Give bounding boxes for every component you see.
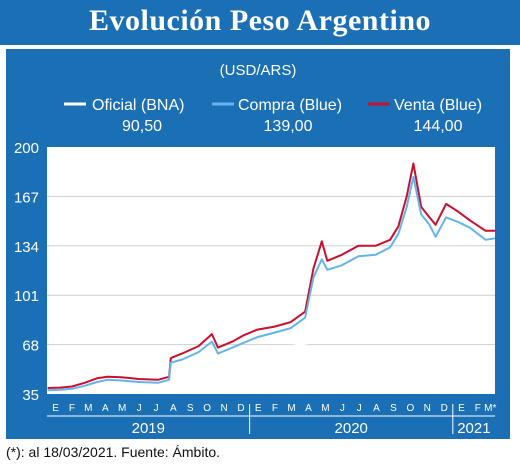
legend: Oficial (BNA) 90,50 Compra (Blue) 139,00 Ven… xyxy=(64,97,482,135)
series-line-oficial xyxy=(47,309,496,391)
x-month-label: D xyxy=(441,403,448,414)
y-tick-label: 167 xyxy=(14,189,39,206)
x-year-label: 2019 xyxy=(132,420,165,437)
x-month-label: M xyxy=(287,403,295,414)
x-month-label: A xyxy=(102,403,109,414)
y-tick-label: 134 xyxy=(14,239,39,256)
chart-title: Evolución Peso Argentino xyxy=(88,4,431,37)
x-month-label: M xyxy=(118,403,126,414)
unit-label: (USD/ARS) xyxy=(220,62,297,79)
x-month-label: J xyxy=(154,403,159,414)
gridlines xyxy=(47,195,495,346)
x-month-label: J xyxy=(340,403,345,414)
x-month-label: E xyxy=(255,403,262,414)
x-month-label: E xyxy=(458,403,465,414)
x-month-label: A xyxy=(305,403,312,414)
y-tick-label: 68 xyxy=(22,338,39,355)
x-month-label: F xyxy=(272,403,278,414)
x-year-label: 2021 xyxy=(457,420,490,437)
x-month-label: M xyxy=(84,403,92,414)
x-month-label: S xyxy=(187,403,194,414)
x-month-label: M xyxy=(321,403,329,414)
x-month-label: A xyxy=(170,403,177,414)
title-band: Evolución Peso Argentino xyxy=(0,0,520,45)
series-lines xyxy=(47,162,496,392)
x-month-label: O xyxy=(406,403,414,414)
y-tick-label: 35 xyxy=(22,387,39,404)
x-year-label: 2020 xyxy=(335,420,368,437)
legend-value: 144,00 xyxy=(414,118,463,135)
series-line-compra xyxy=(47,175,496,392)
legend-value: 139,00 xyxy=(264,118,313,135)
footnote: (*): al 18/03/2021. Fuente: Ámbito. xyxy=(6,444,221,460)
y-tick-label: 101 xyxy=(14,288,39,305)
x-month-label: N xyxy=(424,403,431,414)
x-month-label: A xyxy=(373,403,380,414)
plot-area xyxy=(47,147,495,394)
x-month-label: D xyxy=(237,403,244,414)
series-line-venta xyxy=(47,162,495,389)
x-month-label: J xyxy=(357,403,362,414)
legend-label: Venta (Blue) xyxy=(394,97,482,114)
x-month-label: S xyxy=(390,403,397,414)
legend-value: 90,50 xyxy=(122,118,162,135)
x-month-label: M* xyxy=(484,403,496,414)
x-month-label: N xyxy=(220,403,227,414)
legend-label: Compra (Blue) xyxy=(238,97,342,114)
legend-label: Oficial (BNA) xyxy=(92,97,184,114)
x-month-label: J xyxy=(137,403,142,414)
x-month-label: E xyxy=(52,403,59,414)
y-tick-label: 200 xyxy=(14,140,39,157)
x-month-label: F xyxy=(69,403,75,414)
y-axis: 200 167 134 101 68 35 xyxy=(14,140,39,404)
x-month-label: O xyxy=(203,403,211,414)
x-month-label: F xyxy=(475,403,481,414)
x-axis: E F M A M J J A S O N D E F M A M J J A S O N D E F M*2019 2020 2021 xyxy=(47,403,496,437)
